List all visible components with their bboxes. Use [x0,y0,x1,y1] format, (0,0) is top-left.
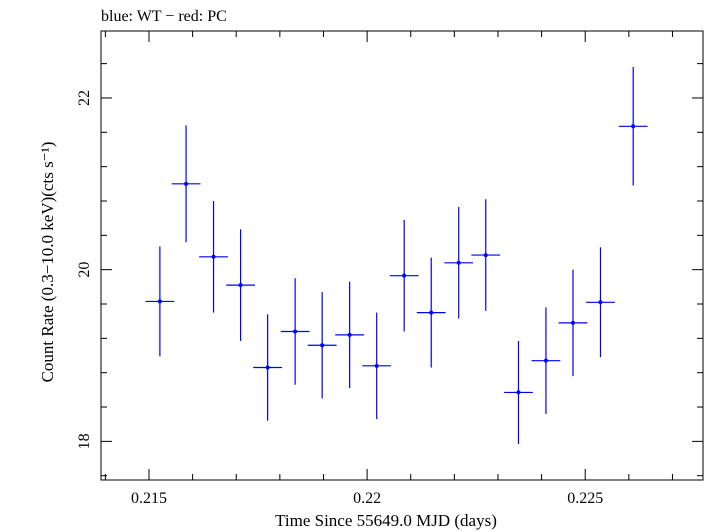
point-marker [598,300,603,305]
data-point [504,340,533,444]
data-points [145,67,648,444]
data-point [280,278,310,385]
data-point [444,206,474,319]
point-marker [157,299,162,304]
data-point [145,246,175,357]
data-point [618,67,648,186]
point-marker [456,260,461,265]
point-marker [631,124,636,129]
data-point [416,257,446,368]
y-tick-label: 18 [76,433,93,449]
x-tick-label: 0.22 [353,490,381,507]
data-point [558,269,588,377]
data-point [586,247,615,358]
point-marker [184,181,189,186]
data-point [335,281,365,389]
x-tick-label: 0.225 [567,490,603,507]
data-point [389,219,419,332]
point-marker [429,310,434,315]
data-point [531,307,561,414]
y-tick-label: 20 [76,262,93,278]
plot-frame [100,30,704,481]
y-axis-ticks: 18 20 22 [76,63,703,477]
point-marker [293,329,298,334]
point-marker [347,332,352,337]
data-point [226,229,255,341]
point-marker [211,254,216,259]
data-point [253,314,283,421]
data-point [471,199,501,311]
data-point [171,125,201,243]
point-marker [543,358,548,363]
x-axis-ticks: 0.215 0.22 0.225 [104,31,673,507]
data-point [307,291,337,399]
point-marker [571,320,576,325]
data-point [199,200,228,313]
y-tick-label: 22 [76,90,93,106]
point-marker [402,273,407,278]
data-point [362,312,392,420]
point-marker [265,365,270,370]
y-axis-label: Count Rate (0.3−10.0 keV)(cts s⁻¹) [38,142,57,383]
point-marker [320,343,325,348]
x-tick-label: 0.215 [131,490,167,507]
point-marker [374,363,379,368]
x-axis-label: Time Since 55649.0 MJD (days) [275,511,497,530]
point-marker [516,390,521,395]
point-marker [238,283,243,288]
chart-title: blue: WT − red: PC [101,8,227,25]
point-marker [483,253,488,258]
